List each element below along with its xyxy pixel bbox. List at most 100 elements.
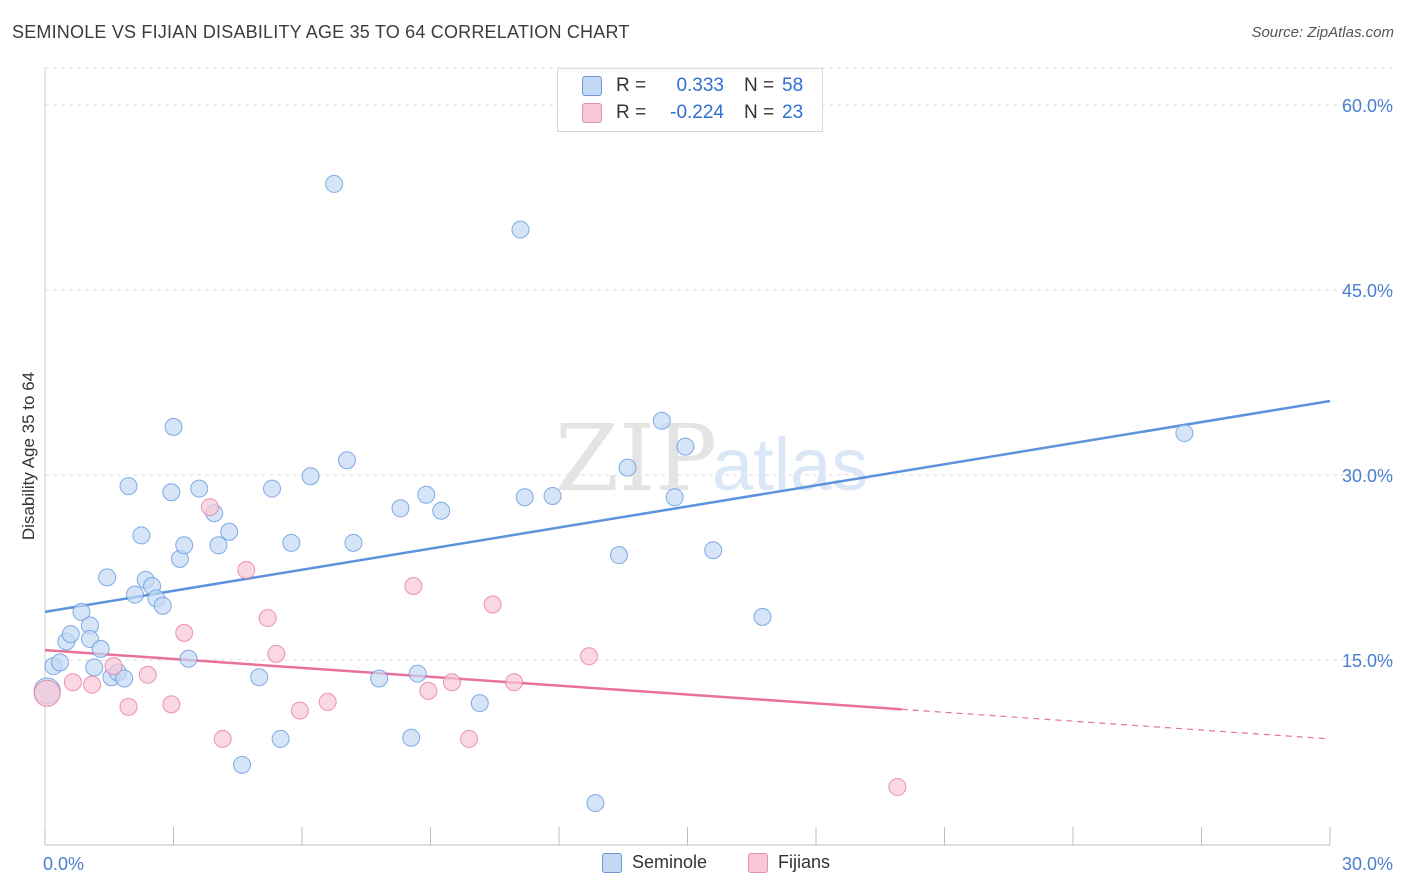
seminole-point <box>282 533 301 552</box>
seminole-point <box>301 467 320 486</box>
legend-swatch-seminole <box>582 76 602 96</box>
seminole-point <box>417 485 436 504</box>
fijians-point <box>63 673 82 692</box>
legend-n-label: N = <box>744 102 775 123</box>
seminole-point <box>164 417 183 436</box>
seminole-point <box>370 669 389 688</box>
fijians-point <box>579 647 598 666</box>
fijians-point <box>258 609 277 628</box>
source-label: Source: ZipAtlas.com <box>1251 24 1394 41</box>
seminole-label: Seminole <box>632 852 708 872</box>
watermark: ZIP atlas <box>555 405 868 512</box>
fijians-trend-extension <box>901 708 1331 740</box>
seminole-point <box>125 585 144 604</box>
legend-n-value: 23 <box>782 102 804 123</box>
seminole-point <box>162 483 181 502</box>
seminole-point <box>676 437 695 456</box>
stats-legend: R = 0.333 N = 58 R = -0.224 N = 23 <box>557 68 823 132</box>
seminole-point <box>179 649 198 668</box>
seminole-point <box>470 694 489 713</box>
legend-n-value: 58 <box>782 75 804 96</box>
seminole-point <box>652 411 671 430</box>
fijians-point <box>83 675 102 694</box>
y-tick-label: 30.0% <box>1342 466 1393 486</box>
watermark-atlas: atlas <box>712 423 868 506</box>
bottom-legend-fijians[interactable]: Fijians <box>748 852 830 873</box>
fijians-point <box>213 729 232 748</box>
seminole-point <box>1175 424 1194 443</box>
fijians-point <box>442 673 461 692</box>
seminole-point <box>402 728 421 747</box>
seminole-point <box>263 479 282 498</box>
fijians-label: Fijians <box>778 852 831 872</box>
seminole-point <box>432 501 451 520</box>
seminole-point <box>337 451 356 470</box>
seminole-point <box>408 664 427 683</box>
y-tick-label: 15.0% <box>1342 651 1393 671</box>
seminole-point <box>271 729 290 748</box>
chart-title: SEMINOLE VS FIJIAN DISABILITY AGE 35 TO … <box>12 22 630 42</box>
legend-row-fijians: R = -0.224 N = 23 <box>582 101 803 125</box>
seminole-point <box>119 477 138 496</box>
seminole-point <box>220 522 239 541</box>
seminole-swatch <box>602 852 622 873</box>
seminole-point <box>98 568 117 587</box>
fijians-point <box>162 695 181 714</box>
watermark-zip: ZIP <box>555 405 717 512</box>
legend-r-label: R = <box>616 75 647 96</box>
seminole-point <box>85 658 104 677</box>
fijians-point <box>888 778 907 797</box>
fijians-point <box>200 498 219 517</box>
fijians-point <box>318 692 337 711</box>
y-tick-label: 45.0% <box>1342 281 1393 301</box>
legend-r-label: R = <box>616 102 647 123</box>
seminole-point <box>753 607 772 626</box>
seminole-point <box>132 526 151 545</box>
seminole-trend-line <box>44 399 1331 614</box>
y-axis-label: Disability Age 35 to 64 <box>19 372 38 540</box>
legend-n-label: N = <box>744 75 775 96</box>
seminole-point <box>543 486 562 505</box>
seminole-point <box>515 488 534 507</box>
seminole-point <box>609 546 628 565</box>
fijians-point <box>460 729 479 748</box>
seminole-point <box>72 602 91 621</box>
fijians-point <box>404 577 423 595</box>
seminole-point <box>233 755 252 774</box>
seminole-point <box>115 669 134 688</box>
fijians-point <box>138 665 157 684</box>
x-tick-label: 30.0% <box>1342 854 1393 874</box>
seminole-point <box>153 596 172 615</box>
seminole-point <box>175 536 194 555</box>
seminole-point <box>250 668 269 687</box>
seminole-point <box>586 794 605 813</box>
seminole-point <box>665 488 684 507</box>
fijians-point <box>175 623 194 642</box>
legend-r-value: -0.224 <box>670 102 724 123</box>
seminole-point <box>344 533 363 552</box>
fijians-point <box>237 560 256 579</box>
fijians-point <box>104 657 123 676</box>
seminole-point <box>704 541 723 560</box>
seminole-point <box>325 174 344 193</box>
seminole-point <box>618 458 637 477</box>
seminole-point <box>209 536 228 555</box>
x-tick-label: 0.0% <box>43 854 84 874</box>
fijians-point <box>290 701 309 720</box>
tick-labels: 15.0% 30.0% 45.0% 60.0% 0.0% 30.0% <box>43 96 1393 874</box>
seminole-point <box>91 639 110 658</box>
legend-row-seminole: R = 0.333 N = 58 <box>582 74 803 98</box>
bottom-legend-seminole[interactable]: Seminole <box>602 852 707 873</box>
fijians-point <box>419 681 438 700</box>
seminole-point <box>391 499 410 518</box>
fijians-point <box>505 673 524 692</box>
data-points <box>33 174 1194 813</box>
seminole-point <box>190 479 209 498</box>
seminole-point <box>511 220 530 239</box>
fijians-point <box>483 595 502 614</box>
fijians-point <box>33 679 61 707</box>
y-tick-label: 60.0% <box>1342 96 1393 116</box>
fijians-point <box>267 644 286 663</box>
seminole-point <box>50 653 69 672</box>
